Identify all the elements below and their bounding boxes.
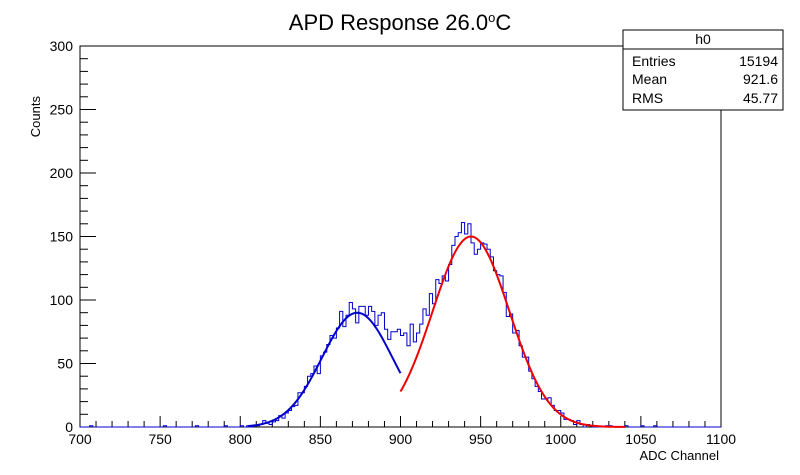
x-axis-label: ADC Channel [640, 448, 720, 463]
fit-curve-1 [248, 311, 402, 428]
x-axis: 700 750 800 850 900 950 1000 1050 1100 [68, 416, 736, 447]
x-tick-label: 800 [229, 431, 253, 447]
y-tick-label: 0 [65, 419, 73, 435]
x-tick-label: 700 [68, 431, 92, 447]
title-unit: C [495, 10, 511, 35]
stats-rms-label: RMS [632, 90, 663, 106]
stats-rms-value: 45.77 [743, 90, 778, 106]
fit-curve-2 [399, 235, 625, 428]
stats-mean-value: 921.6 [743, 71, 778, 87]
x-tick-label: 1100 [706, 431, 736, 447]
title-degree: o [488, 10, 495, 25]
x-tick-label: 950 [469, 431, 493, 447]
chart-title: APD Response 26.0oC [289, 10, 512, 35]
x-tick-label: 1050 [625, 431, 656, 447]
y-tick-label: 250 [50, 102, 74, 118]
y-tick-label: 100 [50, 292, 74, 308]
stats-box-name: h0 [695, 31, 711, 47]
y-tick-label: 50 [57, 356, 73, 372]
stats-mean-label: Mean [632, 71, 667, 87]
x-tick-label: 750 [148, 431, 172, 447]
y-tick-label: 300 [50, 38, 74, 54]
stats-entries-value: 15194 [739, 53, 778, 69]
fit-curves [248, 235, 625, 428]
x-tick-label: 1000 [545, 431, 576, 447]
x-tick-label: 900 [389, 431, 413, 447]
y-tick-label: 200 [50, 165, 74, 181]
y-axis: 0 50 100 150 200 250 300 [50, 38, 96, 435]
stats-box-frame [622, 29, 784, 111]
histogram-outline [80, 222, 721, 428]
y-axis-label: Counts [28, 96, 43, 138]
histogram-bars [80, 222, 721, 428]
x-tick-label: 850 [309, 431, 333, 447]
y-tick-label: 150 [50, 229, 74, 245]
stats-box: h0 Entries 15194 Mean 921.6 RMS 45.77 [622, 29, 784, 111]
title-main: APD Response 26.0 [289, 10, 488, 35]
stats-entries-label: Entries [632, 53, 676, 69]
